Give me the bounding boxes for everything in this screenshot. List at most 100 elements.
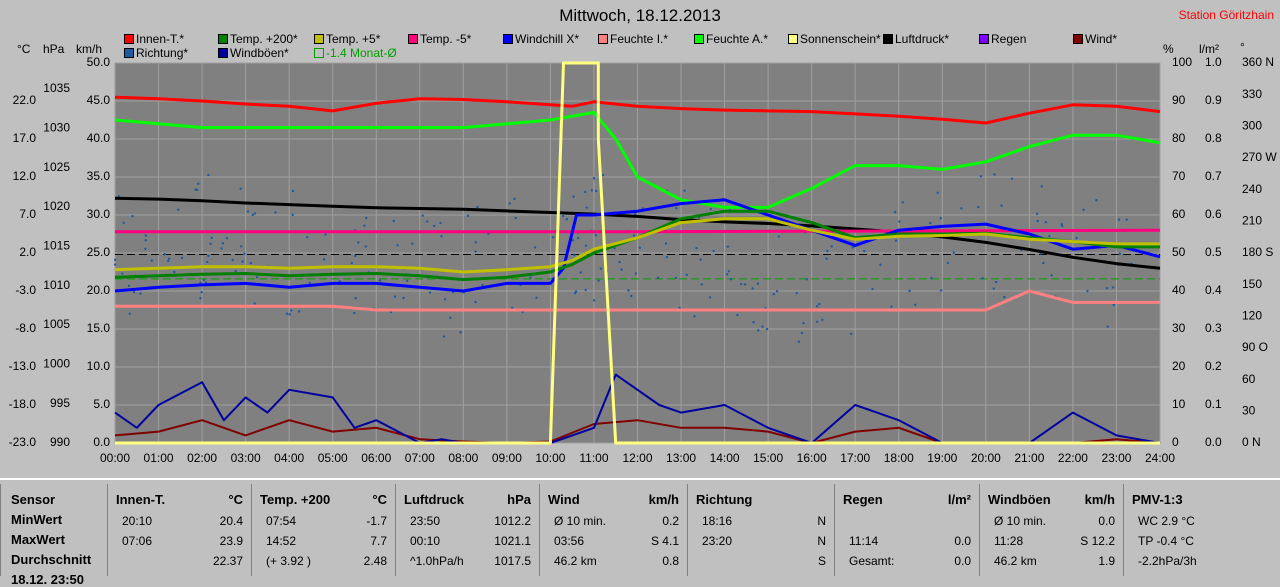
legend-item-feuchte-i[interactable]: Feuchte I.* [598, 32, 668, 46]
direction-point [225, 236, 229, 240]
wind-tick-label: 0.0 [93, 435, 110, 449]
temp-tick-label: 7.0 [19, 207, 36, 221]
legend-item-feuchte-a[interactable]: Feuchte A.* [694, 32, 768, 46]
direction-point [139, 292, 142, 295]
x-tick-label: 00:00 [100, 451, 130, 465]
column-title: Regen [843, 492, 883, 507]
direction-point [466, 214, 470, 218]
direction-point [871, 287, 874, 291]
direction-point [712, 249, 715, 253]
direction-point [209, 242, 212, 246]
legend-item-temp-5[interactable]: Temp. +5* [314, 32, 380, 46]
legend-label: Innen-T.* [136, 32, 185, 46]
direction-point [901, 201, 904, 204]
temp-tick-label: -23.0 [9, 435, 37, 449]
legend-label: Sonnenschein* [800, 32, 881, 46]
direction-point [392, 219, 395, 223]
wind-tick-label: 40.0 [87, 131, 111, 145]
direction-point [426, 220, 429, 223]
pressure-tick-label: 995 [50, 396, 70, 410]
direction-point [700, 283, 703, 286]
table-column-windb-en: Windböen km/h Ø 10 min. 0.0 11:28 S 12.2 46.2 … [979, 484, 1124, 576]
direction-point [863, 249, 866, 253]
legend-item-sonnenschein[interactable]: Sonnenschein* [788, 32, 882, 46]
direction-point [354, 254, 357, 258]
rain-tick-label: 0.1 [1205, 397, 1222, 411]
direction-point [220, 247, 223, 250]
direction-point [428, 291, 432, 294]
direction-point [308, 281, 311, 285]
direction-point [350, 261, 354, 265]
table-cell-label: 46.2 km [994, 554, 1037, 568]
table-cell-value: 0.8 [662, 554, 679, 568]
pressure-tick-label: 1025 [43, 160, 70, 174]
direction-point [150, 259, 153, 262]
direction-point [1117, 218, 1121, 221]
legend-item-luftdruck[interactable]: Luftdruck* [883, 32, 949, 46]
direction-point [627, 289, 630, 292]
wind-tick-label: 25.0 [87, 245, 111, 259]
legend-label: -1.4 Monat-Ø [326, 46, 397, 60]
direction-point [474, 241, 478, 244]
direction-point [1112, 303, 1115, 307]
legend-item-windboeen[interactable]: Windböen* [218, 46, 289, 60]
table-column-luftdruck: Luftdruck hPa 23:50 1012.2 00:10 1021.1 ^1.0hP… [395, 484, 540, 576]
pressure-tick-label: 1030 [43, 120, 70, 134]
table-cell-label: 23:50 [410, 514, 441, 528]
wind-tick-label: 10.0 [87, 359, 111, 373]
direction-tick-label: 180 S [1242, 245, 1273, 259]
legend-item-temp-200[interactable]: Temp. +200* [218, 32, 298, 46]
legend-item-temp-minus5[interactable]: Temp. -5* [408, 32, 471, 46]
legend-swatch [694, 34, 704, 44]
legend-item-regen[interactable]: Regen [979, 32, 1026, 46]
direction-point [894, 239, 898, 242]
direction-point [725, 273, 729, 276]
rain-tick-label: 0.9 [1205, 93, 1222, 107]
humidity-tick-label: 10 [1172, 397, 1186, 411]
humidity-tick-label: 0 [1172, 435, 1179, 449]
legend-item-windchill[interactable]: Windchill X* [503, 32, 579, 46]
x-tick-label: 24:00 [1145, 451, 1175, 465]
legend-swatch [314, 34, 324, 44]
direction-point [239, 187, 242, 190]
direction-point [898, 220, 901, 223]
direction-point [1111, 286, 1115, 289]
direction-point [432, 224, 436, 228]
column-title: Wind [548, 492, 580, 507]
direction-point [291, 213, 294, 217]
unit-temp: °C [17, 42, 31, 56]
x-tick-label: 14:00 [710, 451, 740, 465]
legend-label: Regen [991, 32, 1027, 46]
humidity-tick-label: 50 [1172, 245, 1186, 259]
direction-point [914, 303, 917, 306]
column-title: Innen-T. [116, 492, 166, 507]
legend-item-richtung[interactable]: Richtung* [124, 46, 188, 60]
direction-point [202, 278, 206, 282]
table-cell-value: 23.9 [219, 534, 243, 548]
weather-chart: 00:00 01:00 02:00 03:00 04:00 05:00 06:00 07:00… [9, 55, 1278, 465]
legend-item-wind[interactable]: Wind* [1073, 32, 1117, 46]
humidity-tick-label: 100 [1172, 55, 1192, 69]
wind-tick-label: 50.0 [87, 55, 111, 69]
direction-point [765, 327, 769, 331]
direction-point [207, 173, 210, 177]
direction-point [592, 177, 596, 180]
direction-point [979, 175, 983, 178]
direction-point [908, 289, 911, 293]
direction-point [830, 245, 833, 248]
table-cell-label: 07:06 [122, 534, 153, 548]
direction-point [685, 273, 688, 277]
series-feuchte-i [115, 289, 1160, 312]
direction-point [113, 263, 117, 266]
table-cell-label: 20:10 [122, 514, 153, 528]
legend-item-monat-avg[interactable]: -1.4 Monat-Ø [314, 46, 397, 60]
table-row-labels: Sensor MinWert MaxWert Durchschnitt 18.1… [0, 484, 108, 587]
humidity-tick-label: 40 [1172, 283, 1186, 297]
direction-point [816, 320, 819, 324]
direction-point [576, 236, 580, 240]
direction-point [825, 257, 828, 260]
legend-item-innen-t[interactable]: Innen-T.* [124, 32, 184, 46]
pressure-tick-label: 1035 [43, 81, 70, 95]
column-unit: °C [372, 492, 387, 507]
legend-swatch [124, 48, 134, 58]
